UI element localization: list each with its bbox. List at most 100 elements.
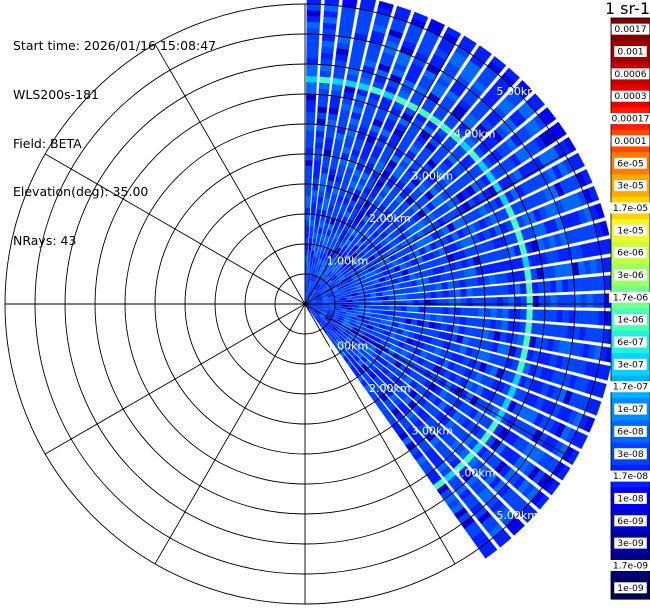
- range-gate: [347, 305, 353, 307]
- colorbar-tick-label: 3e-09: [617, 538, 644, 549]
- range-gate: [485, 298, 491, 307]
- range-gate: [312, 190, 318, 196]
- range-gate: [449, 299, 455, 306]
- range-gate: [461, 308, 467, 316]
- colorbar-tick-label: 1e-07: [617, 404, 644, 415]
- range-gate: [319, 76, 330, 83]
- range-gate: [436, 315, 443, 322]
- range-label-1km-upper: 1.00km: [327, 255, 369, 268]
- range-gate: [580, 278, 587, 291]
- range-gate: [322, 204, 328, 211]
- range-gate: [315, 148, 323, 155]
- range-gate: [316, 239, 320, 245]
- range-gate: [308, 250, 311, 256]
- range-gate: [315, 221, 320, 227]
- range-gate: [435, 323, 442, 330]
- range-gate: [382, 310, 388, 314]
- range-gate: [313, 233, 317, 239]
- range-gate: [593, 294, 599, 308]
- range-gate: [341, 307, 347, 309]
- range-gate: [312, 239, 316, 245]
- range-gate: [448, 290, 454, 297]
- range-gate: [308, 256, 311, 262]
- range-gate: [364, 313, 370, 317]
- range-gate: [443, 307, 449, 314]
- range-gate: [401, 306, 407, 311]
- range-gate: [419, 307, 425, 313]
- range-gate: [460, 317, 467, 325]
- colorbar-tick-label: 6e-09: [617, 516, 644, 527]
- range-gate: [490, 286, 497, 295]
- range-gate: [380, 282, 387, 287]
- colorbar-tick-label: 0.0006: [614, 69, 646, 80]
- range-gate: [413, 293, 419, 299]
- range-gate: [502, 285, 509, 295]
- range-gate: [485, 308, 491, 317]
- range-gate: [538, 310, 545, 321]
- range-gate: [307, 22, 320, 28]
- range-gate: [364, 290, 370, 294]
- range-gate: [317, 203, 322, 210]
- range-gate: [370, 309, 376, 313]
- range-gate: [568, 310, 575, 323]
- range-label-1km-lower: 1.00km: [327, 339, 369, 352]
- range-gate: [406, 288, 413, 294]
- range-gate: [306, 100, 316, 106]
- range-gate: [545, 296, 551, 307]
- range-gate: [484, 287, 491, 296]
- colorbar-tick-label: 0.0003: [614, 91, 646, 102]
- range-gate: [443, 299, 449, 306]
- range-gate: [459, 279, 466, 287]
- range-gate: [466, 317, 473, 325]
- range-gate: [400, 289, 407, 294]
- range-gate: [307, 28, 320, 34]
- range-gate: [314, 160, 321, 167]
- range-gate: [395, 295, 401, 300]
- range-gate: [431, 299, 437, 305]
- colorbar-title: m-1 sr-1: [607, 0, 650, 18]
- range-gate: [310, 214, 315, 220]
- range-gate: [479, 308, 485, 317]
- range-gate: [429, 322, 436, 329]
- range-gate: [406, 312, 412, 318]
- range-gate: [532, 282, 539, 293]
- range-gate: [550, 310, 557, 322]
- range-gate: [478, 287, 485, 296]
- range-gate: [307, 34, 320, 40]
- range-gate: [305, 220, 309, 226]
- range-gate: [309, 238, 312, 244]
- range-gate: [424, 292, 430, 298]
- range-gate: [306, 130, 314, 136]
- range-gate: [359, 308, 365, 311]
- range-gate: [430, 284, 437, 291]
- range-label-2km-lower: 2.00km: [369, 382, 411, 395]
- range-gate: [324, 222, 329, 229]
- range-gate: [359, 305, 365, 308]
- range-gate: [497, 309, 503, 318]
- range-gate: [363, 316, 370, 320]
- range-gate: [375, 288, 382, 293]
- range-gate: [374, 283, 381, 288]
- range-gate: [405, 281, 412, 287]
- range-gate: [491, 309, 497, 318]
- range-gate: [364, 309, 370, 313]
- range-gate: [306, 124, 314, 130]
- range-gate: [370, 313, 376, 317]
- range-gate: [382, 315, 389, 320]
- range-gate: [370, 289, 376, 293]
- range-gate: [388, 290, 394, 295]
- range-gate: [563, 295, 569, 307]
- range-gate: [413, 307, 419, 312]
- range-gate: [496, 286, 503, 295]
- colorbar-tick-label: 3e-05: [617, 181, 644, 192]
- range-gate: [305, 226, 309, 232]
- range-gate: [466, 288, 473, 296]
- range-gate: [313, 172, 320, 179]
- range-gate: [305, 256, 307, 262]
- range-gate: [309, 232, 313, 238]
- colorbar-tick-label: 6e-08: [617, 426, 644, 437]
- field-text: Field: BETA: [13, 136, 216, 152]
- colorbar-tick-label: 1e-06: [617, 315, 644, 326]
- range-gate: [358, 291, 364, 295]
- range-gate: [306, 94, 316, 100]
